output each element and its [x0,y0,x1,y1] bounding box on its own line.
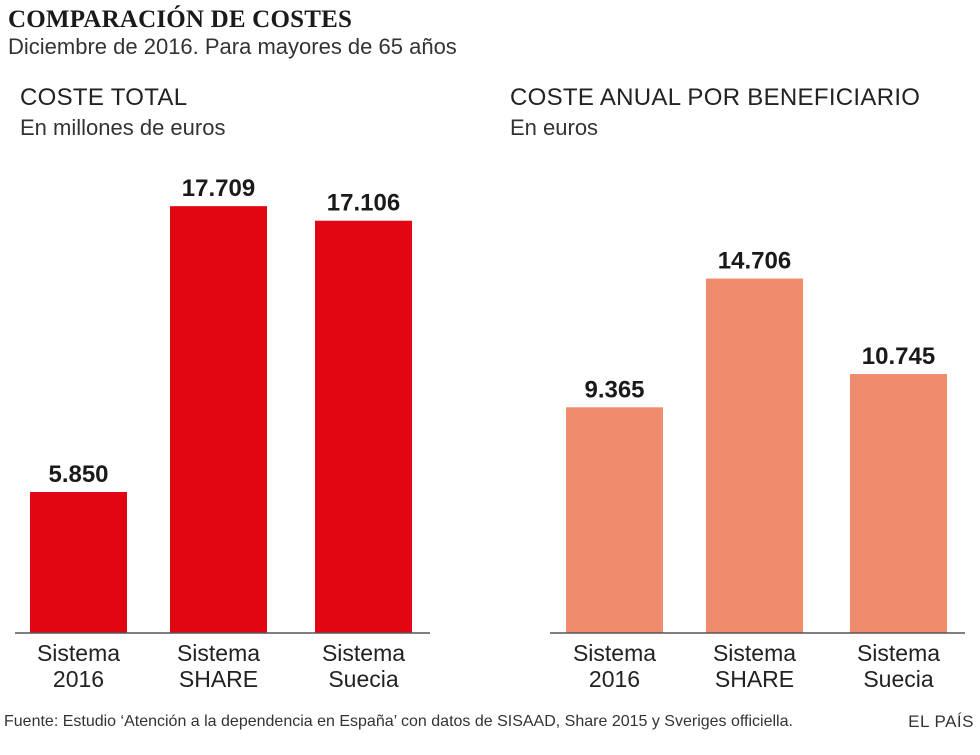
chart-subtitle: Diciembre de 2016. Para mayores de 65 añ… [8,34,457,59]
bar-0-2 [315,220,412,633]
category-label-1-0-1: 2016 [589,666,640,692]
brand-label: EL PAÍS [908,712,974,731]
bar-0-1 [170,206,267,633]
value-label-1-2: 10.745 [862,343,935,370]
value-label-0-2: 17.106 [327,190,400,217]
category-label-1-1-0: Sistema [713,640,796,666]
bar-1-2 [850,374,947,633]
source-note: Fuente: Estudio ‘Atención a la dependenc… [4,713,793,730]
category-label-1-0-0: Sistema [573,640,656,666]
value-label-1-0: 9.365 [584,376,644,403]
panel-subtitle-coste-anual: En euros [510,115,599,140]
chart-title: COMPARACIÓN DE COSTES [8,6,353,33]
value-label-1-1: 14.706 [718,248,791,275]
category-label-1-2-1: Suecia [863,666,934,692]
panel-title-coste-total: COSTE TOTAL [20,84,188,111]
panel-subtitle-coste-total: En millones de euros [20,115,226,140]
bar-0-0 [30,492,127,633]
category-label-1-2-0: Sistema [857,640,940,666]
category-label-1-1-1: SHARE [715,666,794,692]
category-label-0-1-1: SHARE [179,666,258,692]
category-label-0-1-0: Sistema [177,640,260,666]
bar-charts: 5.850Sistema201617.709SistemaSHARE17.106… [15,175,965,692]
category-label-0-0-0: Sistema [37,640,120,666]
panel-title-coste-anual: COSTE ANUAL POR BENEFICIARIO [510,84,921,111]
value-label-0-1: 17.709 [182,175,255,202]
value-label-0-0: 5.850 [48,461,108,488]
bar-1-1 [706,278,803,633]
category-label-0-2-1: Suecia [328,666,399,692]
category-label-0-2-0: Sistema [322,640,405,666]
category-label-0-0-1: 2016 [53,666,104,692]
bar-1-0 [566,407,663,633]
